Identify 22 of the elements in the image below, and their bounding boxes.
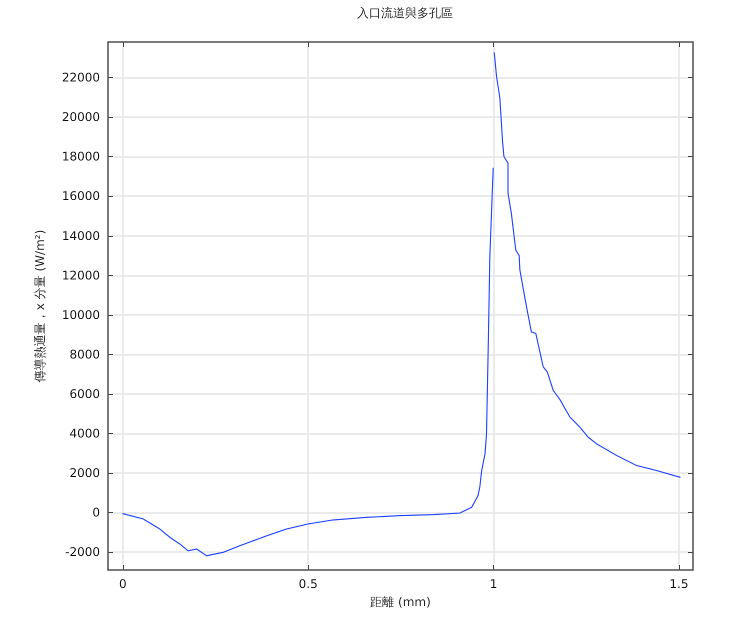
line-series xyxy=(494,52,681,478)
x-tick-label: 1 xyxy=(490,577,498,591)
y-tick-label: 6000 xyxy=(69,387,100,401)
line-series xyxy=(122,168,494,556)
y-axis-title: 傳導熱通量，x 分量 (W/m²) xyxy=(33,230,47,384)
y-tick-label: 22000 xyxy=(62,70,100,85)
y-tick-label: 0 xyxy=(92,506,100,520)
y-tick-label: 8000 xyxy=(69,347,100,362)
x-tick-label: 0 xyxy=(119,577,127,591)
y-tick-label: 12000 xyxy=(62,268,100,282)
y-tick-label: -2000 xyxy=(65,545,100,560)
y-tick-label: 14000 xyxy=(62,228,100,243)
y-tick-label: 2000 xyxy=(69,466,100,480)
chart-title: 入口流道與多孔區 xyxy=(357,6,453,20)
y-tick-label: 4000 xyxy=(69,426,100,441)
y-tick-label: 16000 xyxy=(62,189,100,204)
x-axis-title: 距離 (mm) xyxy=(370,595,431,609)
x-tick-label: 0.5 xyxy=(298,577,318,591)
x-tick-label: 1.5 xyxy=(669,577,688,591)
y-tick-label: 10000 xyxy=(62,308,100,322)
y-tick-label: 20000 xyxy=(62,110,100,124)
y-tick-label: 18000 xyxy=(62,150,100,164)
